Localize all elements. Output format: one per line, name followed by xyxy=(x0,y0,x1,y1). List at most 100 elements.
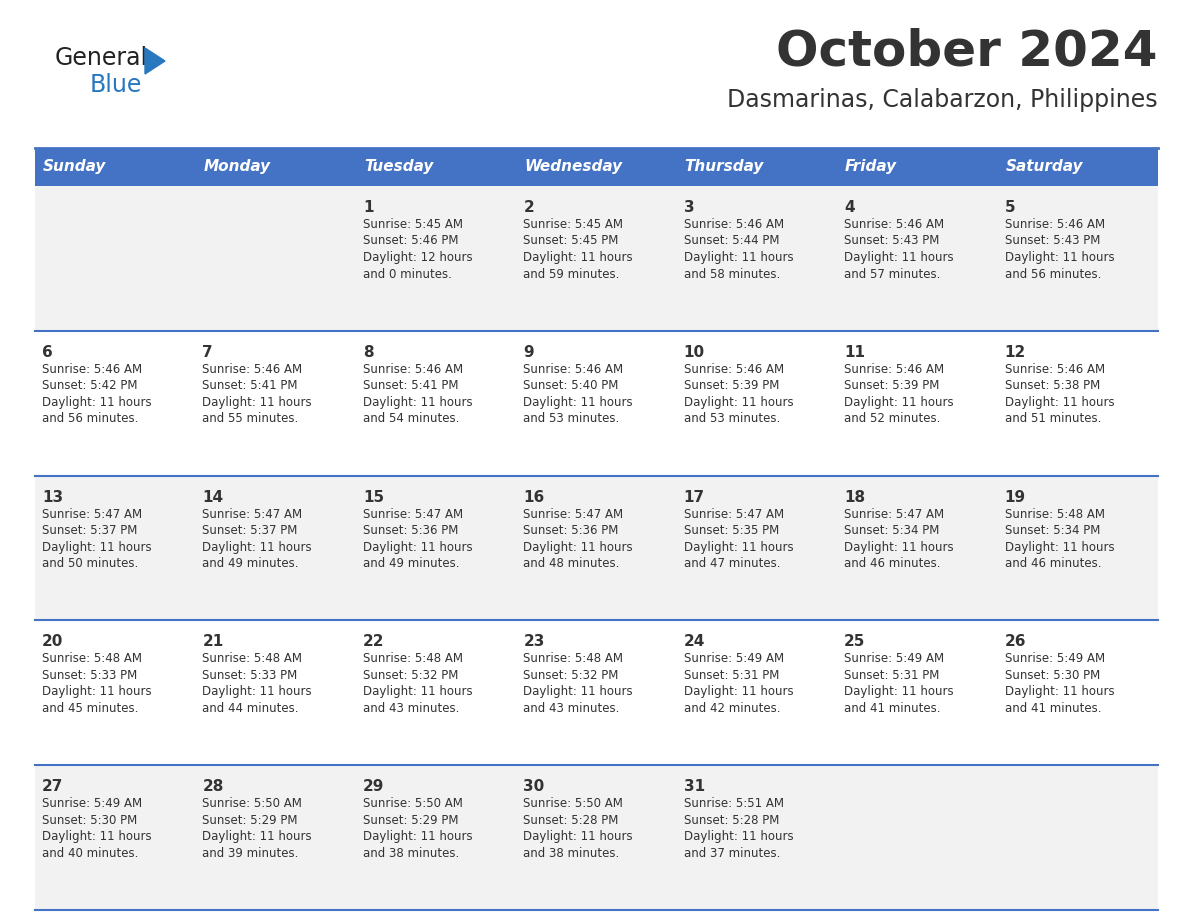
Text: and 56 minutes.: and 56 minutes. xyxy=(1005,267,1101,281)
Text: Daylight: 11 hours: Daylight: 11 hours xyxy=(202,396,312,409)
Text: Daylight: 11 hours: Daylight: 11 hours xyxy=(1005,686,1114,699)
Bar xyxy=(34,330,1158,476)
Text: Sunrise: 5:47 AM: Sunrise: 5:47 AM xyxy=(202,508,303,521)
Text: Sunrise: 5:47 AM: Sunrise: 5:47 AM xyxy=(684,508,784,521)
Text: Daylight: 11 hours: Daylight: 11 hours xyxy=(523,396,633,409)
Text: Daylight: 11 hours: Daylight: 11 hours xyxy=(42,541,152,554)
Text: 10: 10 xyxy=(684,345,704,360)
Text: Daylight: 11 hours: Daylight: 11 hours xyxy=(684,396,794,409)
Text: Daylight: 11 hours: Daylight: 11 hours xyxy=(845,686,954,699)
Text: Sunset: 5:29 PM: Sunset: 5:29 PM xyxy=(362,813,459,827)
Text: and 52 minutes.: and 52 minutes. xyxy=(845,412,941,425)
Text: Sunrise: 5:46 AM: Sunrise: 5:46 AM xyxy=(523,363,624,375)
Text: Sunset: 5:28 PM: Sunset: 5:28 PM xyxy=(684,813,779,827)
Text: Sunrise: 5:49 AM: Sunrise: 5:49 AM xyxy=(845,653,944,666)
Text: Daylight: 11 hours: Daylight: 11 hours xyxy=(684,830,794,844)
Text: Sunrise: 5:47 AM: Sunrise: 5:47 AM xyxy=(845,508,944,521)
Text: and 44 minutes.: and 44 minutes. xyxy=(202,702,299,715)
Bar xyxy=(34,621,1158,766)
Text: Sunset: 5:30 PM: Sunset: 5:30 PM xyxy=(42,813,138,827)
Text: Sunset: 5:35 PM: Sunset: 5:35 PM xyxy=(684,524,779,537)
Text: 12: 12 xyxy=(1005,345,1025,360)
Text: Sunrise: 5:50 AM: Sunrise: 5:50 AM xyxy=(362,797,463,811)
Text: Daylight: 12 hours: Daylight: 12 hours xyxy=(362,251,473,264)
Text: Sunset: 5:39 PM: Sunset: 5:39 PM xyxy=(684,379,779,392)
Text: 11: 11 xyxy=(845,345,865,360)
Text: 1: 1 xyxy=(362,200,373,215)
Text: Daylight: 11 hours: Daylight: 11 hours xyxy=(845,541,954,554)
Text: Daylight: 11 hours: Daylight: 11 hours xyxy=(362,541,473,554)
Text: Blue: Blue xyxy=(90,73,143,97)
Text: Sunday: Sunday xyxy=(43,160,107,174)
Text: and 51 minutes.: and 51 minutes. xyxy=(1005,412,1101,425)
Text: and 46 minutes.: and 46 minutes. xyxy=(1005,557,1101,570)
Text: Sunrise: 5:45 AM: Sunrise: 5:45 AM xyxy=(523,218,624,231)
Text: Sunrise: 5:49 AM: Sunrise: 5:49 AM xyxy=(42,797,143,811)
Text: and 57 minutes.: and 57 minutes. xyxy=(845,267,941,281)
Text: Sunrise: 5:49 AM: Sunrise: 5:49 AM xyxy=(1005,653,1105,666)
Text: Sunrise: 5:47 AM: Sunrise: 5:47 AM xyxy=(362,508,463,521)
Text: Daylight: 11 hours: Daylight: 11 hours xyxy=(362,396,473,409)
Text: Daylight: 11 hours: Daylight: 11 hours xyxy=(523,541,633,554)
Text: Sunrise: 5:47 AM: Sunrise: 5:47 AM xyxy=(42,508,143,521)
Text: 18: 18 xyxy=(845,489,865,505)
Text: and 38 minutes.: and 38 minutes. xyxy=(523,846,619,859)
Text: and 37 minutes.: and 37 minutes. xyxy=(684,846,781,859)
Text: and 48 minutes.: and 48 minutes. xyxy=(523,557,620,570)
Text: Sunset: 5:29 PM: Sunset: 5:29 PM xyxy=(202,813,298,827)
Text: and 58 minutes.: and 58 minutes. xyxy=(684,267,781,281)
Text: and 45 minutes.: and 45 minutes. xyxy=(42,702,138,715)
Text: Sunset: 5:43 PM: Sunset: 5:43 PM xyxy=(845,234,940,248)
Text: Sunset: 5:31 PM: Sunset: 5:31 PM xyxy=(845,669,940,682)
Text: Sunrise: 5:48 AM: Sunrise: 5:48 AM xyxy=(1005,508,1105,521)
Bar xyxy=(998,148,1158,186)
Text: Sunrise: 5:46 AM: Sunrise: 5:46 AM xyxy=(362,363,463,375)
Text: Sunset: 5:30 PM: Sunset: 5:30 PM xyxy=(1005,669,1100,682)
Text: 27: 27 xyxy=(42,779,63,794)
Text: Sunset: 5:41 PM: Sunset: 5:41 PM xyxy=(202,379,298,392)
Text: Sunset: 5:43 PM: Sunset: 5:43 PM xyxy=(1005,234,1100,248)
Text: Sunrise: 5:46 AM: Sunrise: 5:46 AM xyxy=(845,363,944,375)
Text: 7: 7 xyxy=(202,345,213,360)
Text: Sunrise: 5:45 AM: Sunrise: 5:45 AM xyxy=(362,218,463,231)
Text: 22: 22 xyxy=(362,634,385,649)
Text: Sunset: 5:32 PM: Sunset: 5:32 PM xyxy=(362,669,459,682)
Text: Daylight: 11 hours: Daylight: 11 hours xyxy=(42,396,152,409)
Text: 28: 28 xyxy=(202,779,223,794)
Text: 30: 30 xyxy=(523,779,544,794)
Text: and 54 minutes.: and 54 minutes. xyxy=(362,412,460,425)
Text: 21: 21 xyxy=(202,634,223,649)
Text: and 59 minutes.: and 59 minutes. xyxy=(523,267,620,281)
Text: Sunrise: 5:46 AM: Sunrise: 5:46 AM xyxy=(684,363,784,375)
Text: and 53 minutes.: and 53 minutes. xyxy=(684,412,781,425)
Text: 20: 20 xyxy=(42,634,63,649)
Text: 14: 14 xyxy=(202,489,223,505)
Text: Sunset: 5:33 PM: Sunset: 5:33 PM xyxy=(42,669,138,682)
Text: Sunset: 5:40 PM: Sunset: 5:40 PM xyxy=(523,379,619,392)
Text: Sunset: 5:38 PM: Sunset: 5:38 PM xyxy=(1005,379,1100,392)
Text: 4: 4 xyxy=(845,200,855,215)
Text: Sunrise: 5:46 AM: Sunrise: 5:46 AM xyxy=(202,363,303,375)
Text: 25: 25 xyxy=(845,634,866,649)
Text: Sunset: 5:39 PM: Sunset: 5:39 PM xyxy=(845,379,940,392)
Text: Sunrise: 5:46 AM: Sunrise: 5:46 AM xyxy=(1005,218,1105,231)
Text: Sunrise: 5:46 AM: Sunrise: 5:46 AM xyxy=(684,218,784,231)
Text: 31: 31 xyxy=(684,779,704,794)
Text: Daylight: 11 hours: Daylight: 11 hours xyxy=(362,686,473,699)
Text: Daylight: 11 hours: Daylight: 11 hours xyxy=(42,830,152,844)
Text: 5: 5 xyxy=(1005,200,1016,215)
Text: Daylight: 11 hours: Daylight: 11 hours xyxy=(1005,251,1114,264)
Text: 13: 13 xyxy=(42,489,63,505)
Text: and 38 minutes.: and 38 minutes. xyxy=(362,846,459,859)
Text: Thursday: Thursday xyxy=(684,160,764,174)
Text: General: General xyxy=(55,46,148,70)
Text: and 46 minutes.: and 46 minutes. xyxy=(845,557,941,570)
Text: Daylight: 11 hours: Daylight: 11 hours xyxy=(845,396,954,409)
Text: and 43 minutes.: and 43 minutes. xyxy=(362,702,460,715)
Text: Dasmarinas, Calabarzon, Philippines: Dasmarinas, Calabarzon, Philippines xyxy=(727,88,1158,112)
Text: Sunset: 5:36 PM: Sunset: 5:36 PM xyxy=(362,524,459,537)
Bar xyxy=(356,148,517,186)
Text: Daylight: 11 hours: Daylight: 11 hours xyxy=(523,830,633,844)
Bar xyxy=(34,476,1158,621)
Text: Daylight: 11 hours: Daylight: 11 hours xyxy=(1005,541,1114,554)
